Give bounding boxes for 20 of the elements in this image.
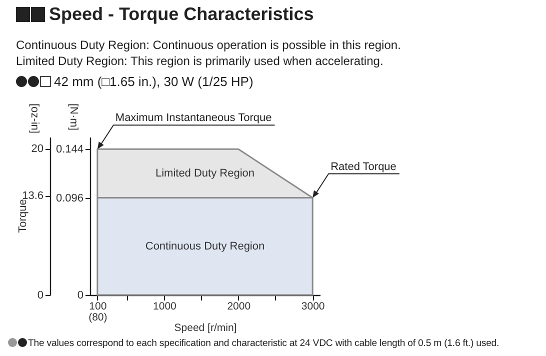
text: 42 mm (□1.65 in.), 30 W (1/25 HP) [54,74,254,89]
y2-tick-label: 0 [37,290,44,302]
series-label: Continuous Duty Region [145,240,265,252]
x-axis-title: Speed [r/min] [174,322,237,334]
y-tick-label: 0 [77,290,84,302]
x-tick-label: 1000 [153,300,177,312]
annotation: Rated Torque [330,160,396,173]
y-axis-title: [N·m] [68,104,80,130]
y-tick-label: 0.096 [56,192,84,204]
annotation: Maximum Instantaneous Torque [115,112,272,124]
x-tick-label: 3000 [301,300,325,312]
y2-tick-label: 20 [31,143,44,156]
series-label: Limited Duty Region [155,167,255,180]
text: The values correspond to each specification and characteristic at 24 VDC with cable length of 0.5 m (1.6 ft.) used. [28,338,500,349]
y-tick-label: 0.144 [56,144,84,156]
x-tick-label: 2000 [227,300,251,312]
chart-subtitle: Continuous Duty Region: Continuous operation is possible in this region. Limited Duty Region: This region is primarily used when accelerating. [16,37,401,69]
y2-axis-title: [oz-in] [28,104,40,134]
chart-title: Speed - Torque Characteristics [49,4,314,24]
x-tick-label: 100 (80) [88,300,108,324]
